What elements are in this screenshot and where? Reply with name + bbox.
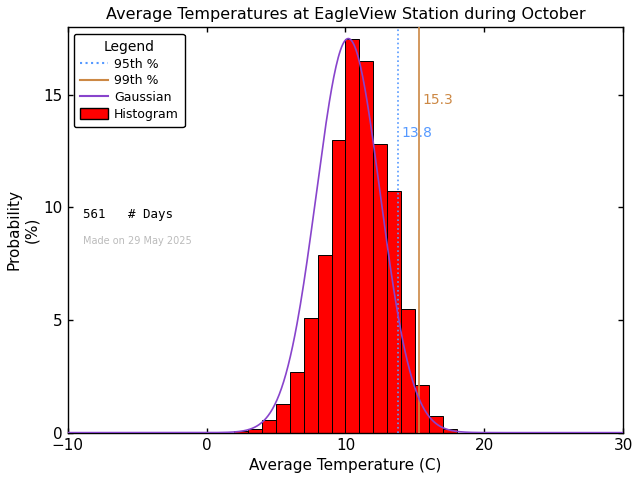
X-axis label: Average Temperature (C): Average Temperature (C) [250,458,442,473]
Bar [387,191,401,432]
Bar [346,38,360,432]
Bar [262,420,276,432]
Bar [415,385,429,432]
Text: 13.8: 13.8 [402,126,433,140]
Text: 15.3: 15.3 [422,93,453,107]
Bar [290,372,304,432]
Text: Made on 29 May 2025: Made on 29 May 2025 [83,236,192,246]
Bar [360,61,373,432]
Bar [429,416,443,432]
Bar [276,405,290,432]
Bar [317,255,332,432]
Text: 561   # Days: 561 # Days [83,208,173,221]
Bar [332,140,346,432]
Legend: 95th %, 99th %, Gaussian, Histogram: 95th %, 99th %, Gaussian, Histogram [74,34,185,127]
Bar [248,429,262,432]
Bar [443,429,457,432]
Bar [401,309,415,432]
Bar [234,431,248,432]
Bar [373,144,387,432]
Title: Average Temperatures at EagleView Station during October: Average Temperatures at EagleView Statio… [106,7,586,22]
Bar [304,318,317,432]
Y-axis label: Probability
(%): Probability (%) [7,190,39,270]
